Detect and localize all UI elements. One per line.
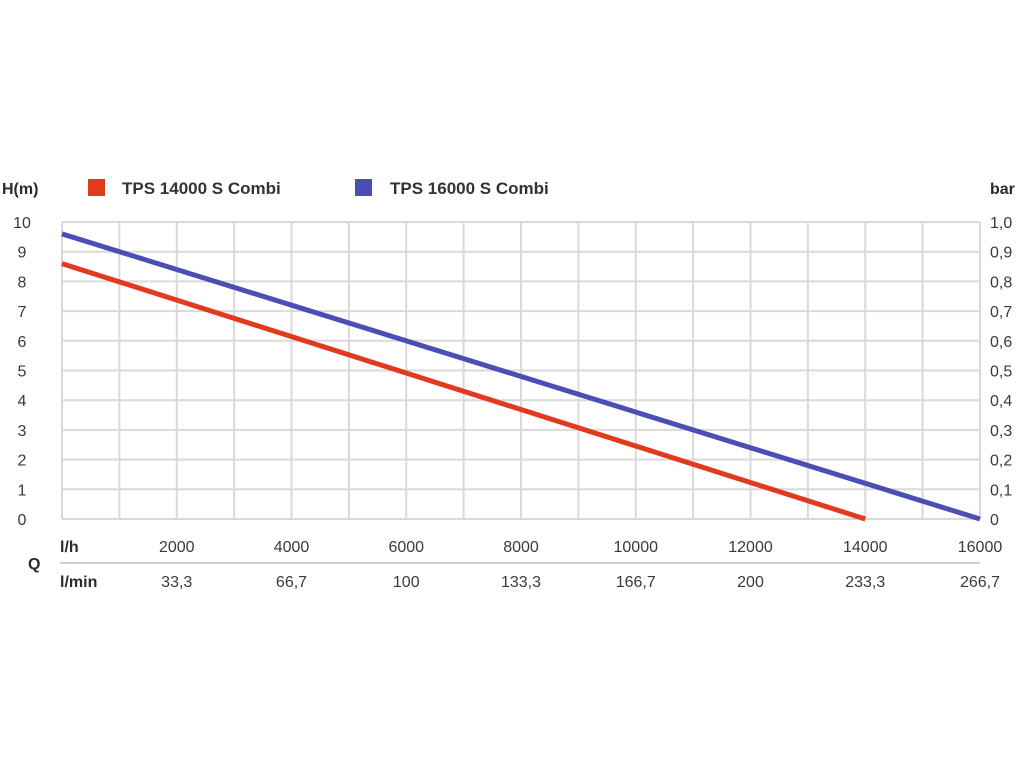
x-tick-label-lmin: 133,3	[501, 574, 541, 591]
legend-label-tps-14000: TPS 14000 S Combi	[122, 179, 281, 198]
x-tick-label-lh: 4000	[274, 539, 310, 556]
y-left-tick-label: 8	[18, 274, 27, 291]
x-row1-unit: l/h	[60, 539, 79, 556]
series-line-1	[61, 231, 981, 522]
x-tick-label-lh: 6000	[388, 539, 424, 556]
series-lines	[61, 231, 981, 522]
y-left-tick-label: 6	[18, 334, 27, 351]
y-right-tick-label: 1,0	[990, 215, 1012, 232]
y-right-tick-label: 0,1	[990, 482, 1012, 499]
y-left-tick-label: 0	[18, 512, 27, 529]
y-left-tick-label: 4	[18, 393, 27, 410]
tick-labels: 01234567891000,10,20,30,40,50,60,70,80,9…	[13, 215, 1012, 591]
legend-swatch-tps-16000	[355, 179, 372, 196]
y-right-tick-label: 0,5	[990, 364, 1012, 381]
x-axis-caption: Q	[28, 556, 40, 573]
y-right-tick-label: 0,9	[990, 245, 1012, 262]
x-tick-label-lh: 2000	[159, 539, 195, 556]
y-left-tick-label: 1	[18, 482, 27, 499]
legend-swatch-tps-14000	[88, 179, 105, 196]
x-tick-label-lh: 14000	[843, 539, 888, 556]
x-row2-unit: l/min	[60, 574, 97, 591]
y-left-tick-label: 7	[18, 304, 27, 321]
y-left-tick-label: 3	[18, 423, 27, 440]
y-right-tick-label: 0,2	[990, 453, 1012, 470]
y-right-tick-label: 0,4	[990, 393, 1012, 410]
x-tick-label-lh: 12000	[728, 539, 773, 556]
x-tick-label-lh: 16000	[958, 539, 1003, 556]
x-tick-label-lmin: 233,3	[845, 574, 885, 591]
y-right-tick-label: 0	[990, 512, 999, 529]
x-tick-label-lmin: 200	[737, 574, 764, 591]
x-tick-label-lmin: 66,7	[276, 574, 307, 591]
y-right-axis-label: bar	[990, 181, 1015, 198]
y-right-tick-label: 0,3	[990, 423, 1012, 440]
y-left-axis-label: H(m)	[2, 181, 38, 198]
y-right-tick-label: 0,7	[990, 304, 1012, 321]
legend-label-tps-16000: TPS 16000 S Combi	[390, 179, 549, 198]
series-line-0	[61, 261, 867, 522]
x-tick-label-lmin: 266,7	[960, 574, 1000, 591]
x-tick-label-lh: 10000	[614, 539, 659, 556]
x-tick-label-lmin: 100	[393, 574, 420, 591]
y-right-tick-label: 0,6	[990, 334, 1012, 351]
x-tick-label-lmin: 33,3	[161, 574, 192, 591]
grid	[61, 221, 981, 520]
y-left-tick-label: 2	[18, 453, 27, 470]
x-tick-label-lh: 8000	[503, 539, 539, 556]
x-tick-label-lmin: 166,7	[616, 574, 656, 591]
y-left-tick-label: 5	[18, 364, 27, 381]
y-left-tick-label: 10	[13, 215, 31, 232]
y-right-tick-label: 0,8	[990, 274, 1012, 291]
legend: TPS 14000 S Combi TPS 16000 S Combi	[88, 179, 549, 198]
y-left-tick-label: 9	[18, 245, 27, 262]
